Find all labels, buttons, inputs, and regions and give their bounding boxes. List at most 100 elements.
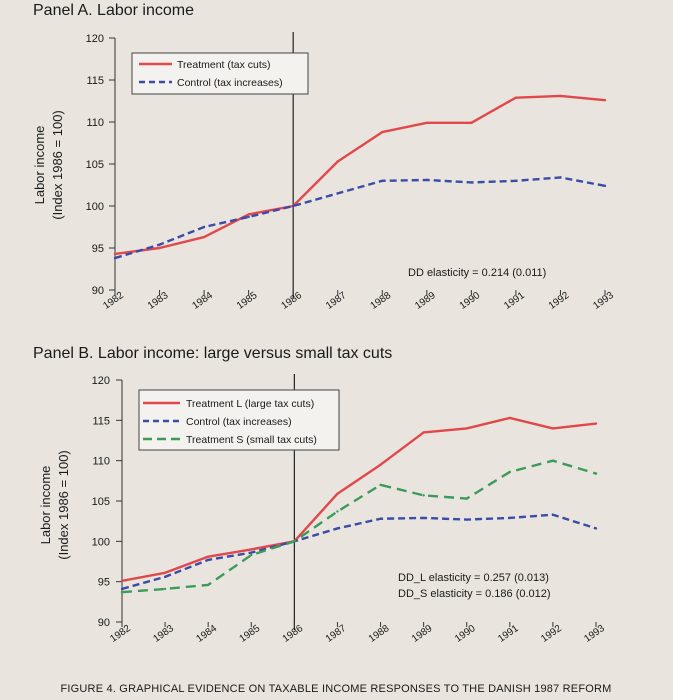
panel-b-y-label-2: (Index 1986 = 100) [56,450,71,560]
panel-a-y-tick-label: 110 [86,117,104,129]
panel-b-series-1-point [379,517,382,520]
panel-a-legend-treatment: Treatment (tax cuts) [177,59,271,71]
panel-b-legend-large: Treatment L (large tax cuts) [186,398,314,410]
panel-b-series [120,416,598,594]
panel-b-y-label: Labor income [38,466,53,545]
panel-a-series [113,94,607,260]
panel-b-y-tick-label: 90 [98,617,110,629]
panel-b-series-1-point [206,558,210,562]
panel-a-series-1-point [381,179,384,182]
panel-a-series-0-point [603,98,607,102]
panel-b-series-2-point [551,459,555,462]
panel-a-series-1-point [202,225,206,229]
panel-b-series-0-line [121,416,597,583]
panel-a-series-1-point [336,192,339,195]
panel-b-series-0-point [465,427,468,430]
panel-a-y-tick-label: 115 [86,75,104,87]
panel-a-y-tick-label: 100 [86,201,104,213]
panel-a-series-0-line [114,94,606,256]
panel-b-y-tick-label: 120 [92,375,110,387]
panel-b-series-0-point [594,422,598,425]
panel-b-series-1-point [163,575,167,579]
panel-a-y-tick-label: 95 [92,243,104,255]
panel-a-y-axis: 90 95 100 105 110 115 120 [86,33,116,297]
panel-a-series-0-point [559,94,562,98]
panel-b-legend-control: Control (tax increases) [186,416,292,428]
panel-a-series-1-point [113,256,117,260]
panel-a-y-tick-label: 90 [92,285,104,297]
panel-b-series-2-point [206,583,210,587]
panel-a-series-1-point [158,243,161,246]
panel-b-ddl-elasticity: DD_L elasticity = 0.257 (0.013) [398,572,549,584]
panel-b-series-1-point [422,516,425,520]
panel-b-series-0-point [508,416,512,420]
panel-a-y-tick-label: 120 [86,33,104,45]
panel-a-series-1-line [114,176,606,260]
figure-caption: FIGURE 4. GRAPHICAL EVIDENCE ON TAXABLE … [60,683,611,695]
panel-a-title: Panel A. Labor income [33,2,194,19]
panel-b-y-axis: 90 95 100 105 110 115 120 [92,375,123,629]
panel-b-y-tick-label: 100 [92,536,110,548]
panel-b-y-tick-label: 110 [92,456,110,468]
panel-a-series-1-point [291,204,295,208]
panel-a-series-0-point [425,121,429,125]
panel-a-series-1-point [247,215,250,219]
panel-b-series-1-point [594,527,598,530]
panel-b-series-2-point [594,472,598,475]
panel-b-series-1-point [336,527,339,530]
panel-b-title: Panel B. Labor income: large versus smal… [33,345,392,362]
panel-b-series-2-point [422,494,425,497]
panel-a-series-0-point [247,213,250,216]
panel-a-series-0-point [158,246,161,250]
panel-b-series-0-point [250,548,253,551]
panel-b-series-1-point [508,516,512,520]
panel-b-series-2-point [250,553,253,557]
panel-b-y-tick-label: 95 [98,577,110,589]
panel-b-series-0-point [379,463,382,466]
panel-b-series-2-point [379,483,382,487]
panel-a-series-1-point [425,178,429,182]
panel-b-series-2-point [120,590,124,594]
panel-b-legend: Treatment L (large tax cuts) Control (ta… [138,389,340,451]
panel-b-series-1-point [250,551,253,554]
panel-b-y-tick-label: 105 [92,496,110,508]
panel-a-series-0-point [113,252,117,256]
panel-a-y-label-2: (Index 1986 = 100) [50,110,65,220]
panel-a-series-1-point [514,179,518,182]
panel-a-y-tick-label: 105 [86,159,104,171]
panel-b-series-0-point [163,571,167,574]
panel-a-legend: Treatment (tax cuts) Control (tax increa… [131,52,309,95]
panel-b-series-1-point [120,587,124,591]
panel-b-series-0-point [551,427,555,430]
panel-b-y-tick-label: 115 [92,415,110,427]
panel-b-series-0-point [206,555,210,558]
panel-a-series-0-point [470,121,473,125]
panel-a-series-0-point [381,130,384,134]
panel-b-series-2-point [293,540,296,543]
panel-b-series-2-line [121,459,597,594]
panel-b-series-1-point [465,518,468,521]
panel-a-series-1-point [559,176,562,179]
panel-a-y-label: Labor income [32,126,47,205]
panel-a-series-0-point [336,160,339,163]
panel-b-legend-small: Treatment S (small tax cuts) [186,434,317,446]
panel-a-series-0-point [514,96,518,99]
panel-a-series-1-point [470,181,473,184]
panel-a-legend-control: Control (tax increases) [177,77,283,89]
panel-b-series-0-point [422,431,425,434]
panel-a-series-0-point [202,235,206,239]
panel-a: Panel A. Labor income 90 95 100 105 110 115 12… [32,2,616,312]
panel-a-legend-box [131,52,309,95]
panel-b-series-2-point [508,470,512,474]
panel-b-series-2-point [336,510,339,513]
panel-b-series-2-point [465,497,468,500]
panel-a-dd-elasticity: DD elasticity = 0.214 (0.011) [408,267,546,279]
panel-b-series-0-point [336,492,339,495]
panel-b-series-1-point [551,513,555,516]
panel-b-series-1-line [121,513,597,591]
panel-b-series-2-point [163,587,167,591]
panel-b-series-0-point [120,579,124,583]
panel-b-dds-elasticity: DD_S elasticity = 0.186 (0.012) [398,588,551,600]
